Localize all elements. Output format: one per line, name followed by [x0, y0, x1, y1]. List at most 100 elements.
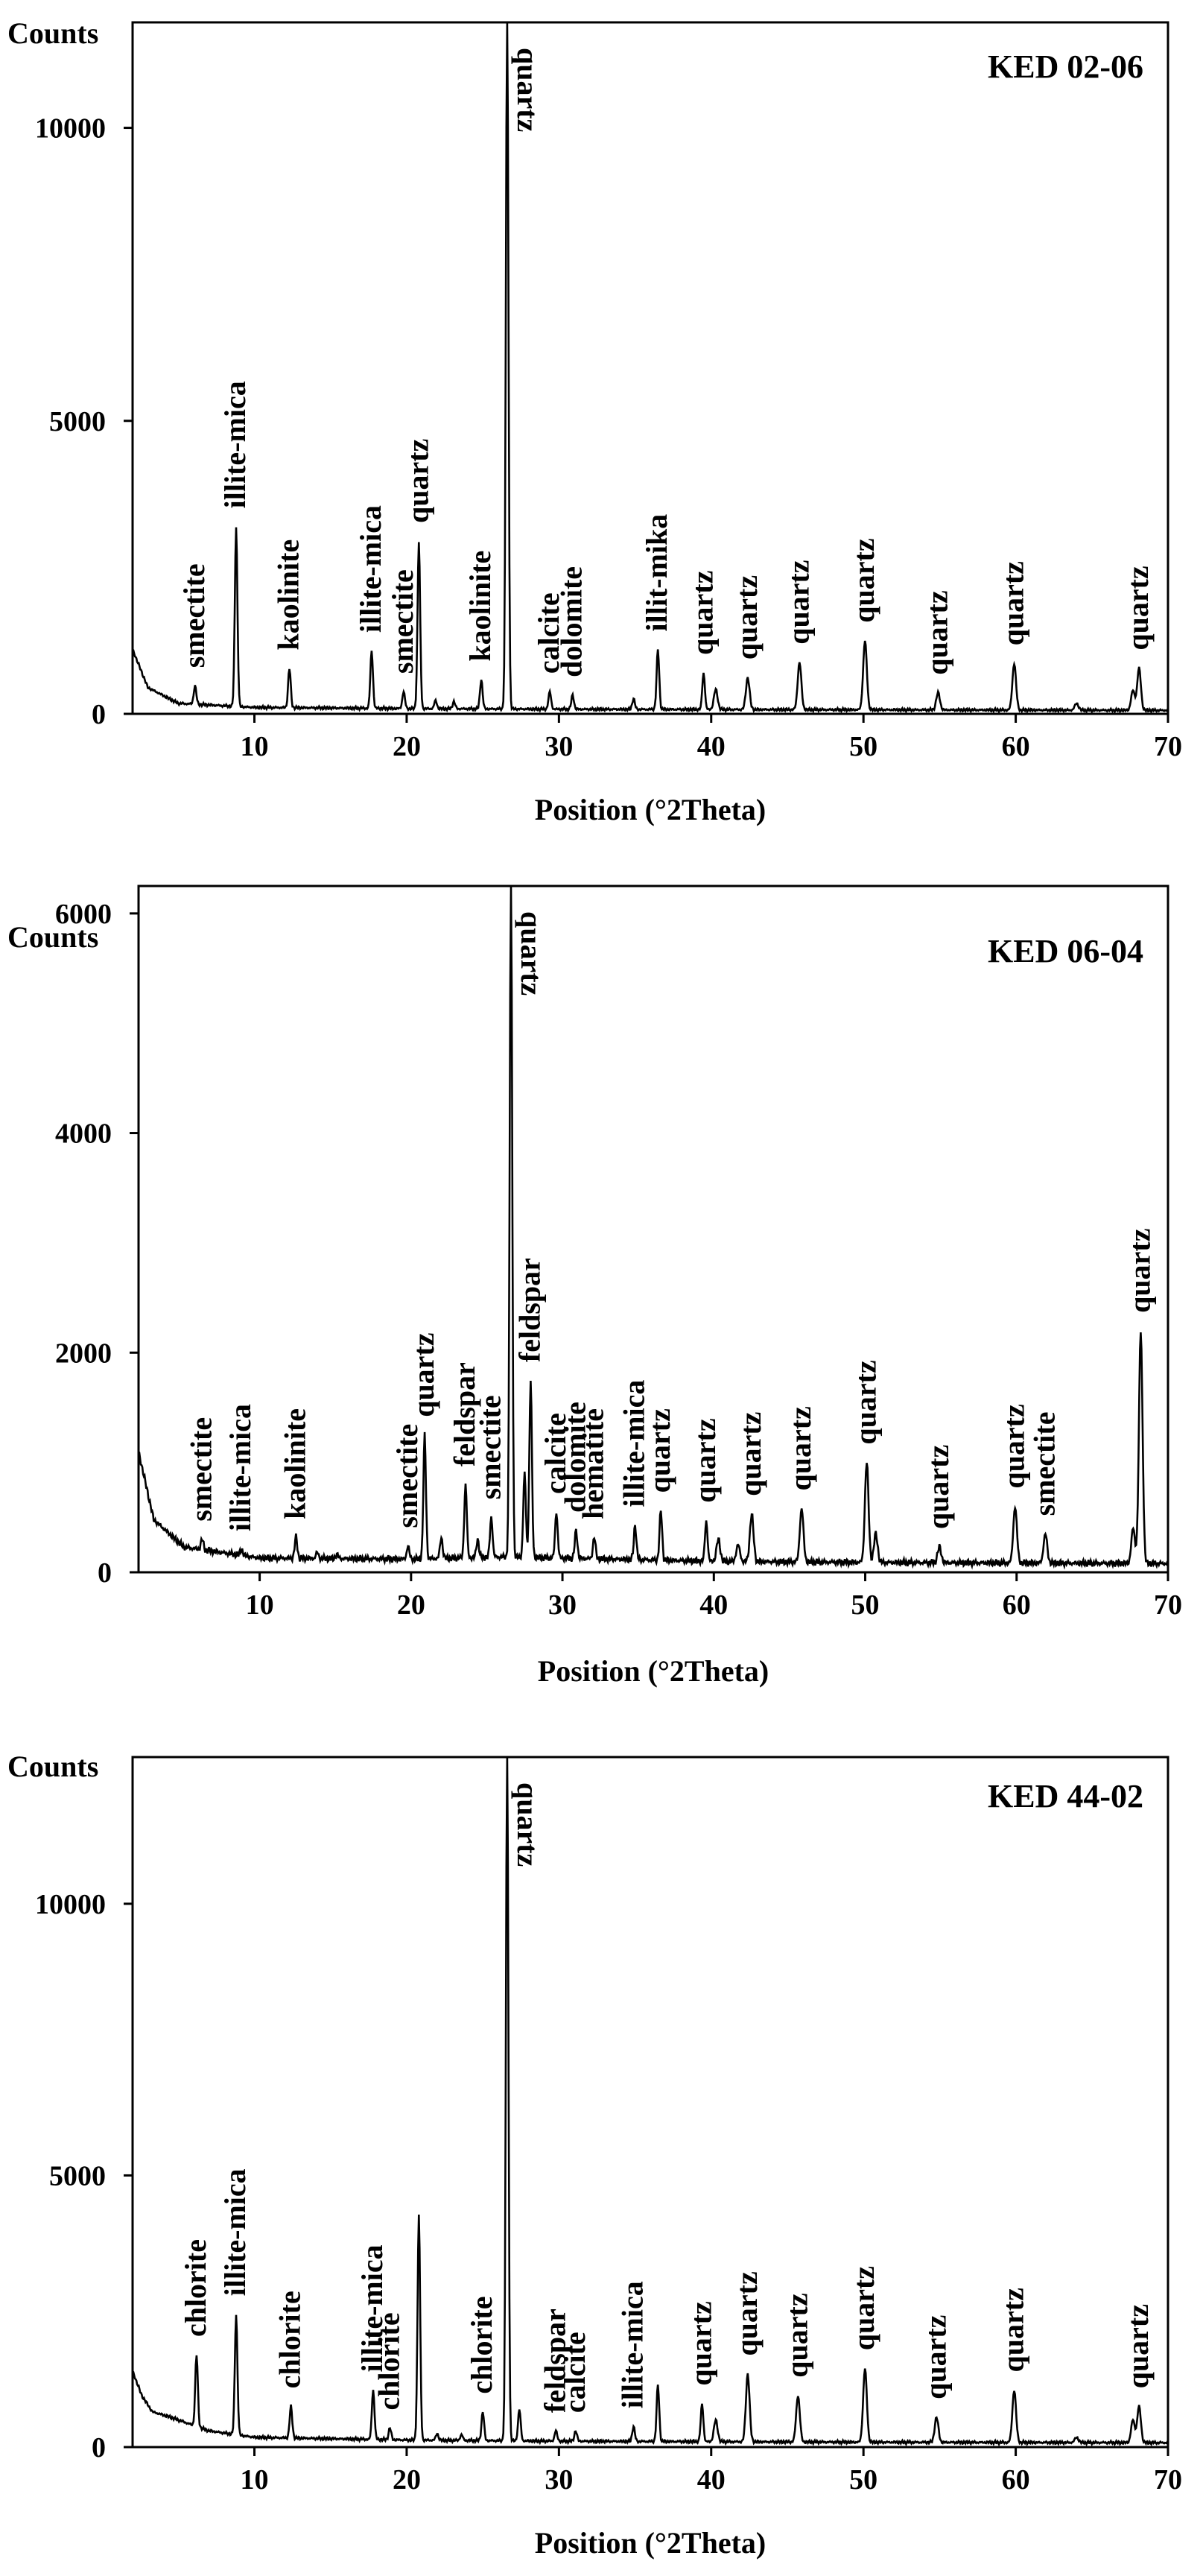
peak-label: quartz [784, 1406, 817, 1490]
peak-label: smectite [184, 1417, 218, 1522]
peak-label: chlorite [179, 2239, 212, 2337]
peak-label: smectite [386, 569, 419, 674]
peak-label: feldspar [538, 2308, 571, 2413]
peak-label: illite-mica [354, 505, 387, 633]
peak-label: kaolinite [463, 551, 497, 662]
y-tick-label: 6000 [55, 899, 112, 930]
x-tick-label: 70 [1154, 2464, 1182, 2496]
x-tick-label: 30 [548, 1589, 577, 1621]
x-tick-label: 10 [246, 1589, 274, 1621]
y-axis-label: Counts [7, 16, 98, 50]
y-tick-label: 0 [92, 699, 106, 730]
peak-label: quartz [730, 575, 764, 659]
x-tick-label: 20 [397, 1589, 425, 1621]
peak-label: quartz [401, 439, 434, 523]
peak-label: chlorite [372, 2312, 405, 2410]
peak-label: illite-mica [355, 2244, 389, 2372]
x-axis-label: Position (°2Theta) [535, 2526, 766, 2560]
peak-label: quartz [920, 590, 953, 674]
peak-label: quartz [1123, 1228, 1156, 1312]
x-tick-label: 40 [697, 731, 726, 762]
x-tick-label: 30 [545, 731, 573, 762]
x-tick-label: 60 [1002, 2464, 1030, 2496]
x-tick-label: 20 [393, 731, 421, 762]
y-tick-label: 5000 [49, 2160, 106, 2192]
peak-label: illite-mica [218, 381, 252, 508]
y-axis-label: Counts [7, 1750, 98, 1783]
peak-label: quartz [997, 2288, 1030, 2372]
x-tick-label: 30 [545, 2464, 573, 2496]
peak-label: quartz [997, 561, 1030, 645]
peak-label: quartz [849, 1360, 883, 1444]
peak-label: quartz [643, 1408, 676, 1493]
peak-label: quartz [921, 1445, 955, 1529]
peak-label: calcite [558, 2332, 591, 2413]
peak-label: quartz [688, 1418, 722, 1502]
peak-label: illite-mica [218, 2168, 252, 2296]
x-tick-label: 20 [393, 2464, 421, 2496]
peak-label: dolomite [558, 1402, 591, 1513]
peak-label: quartz [685, 2301, 718, 2385]
plot-frame [131, 21, 1169, 715]
peak-label: illit-mika [640, 514, 673, 632]
peak-label: dolomite [555, 566, 588, 677]
peak-label: quartz [781, 560, 815, 644]
x-tick-label: 70 [1154, 731, 1182, 762]
x-tick-label: 10 [241, 731, 269, 762]
x-tick-label: 40 [699, 1589, 728, 1621]
peak-label: chlorite [465, 2297, 498, 2394]
x-tick-label: 50 [849, 2464, 877, 2496]
x-tick-label: 60 [1003, 1589, 1031, 1621]
peak-label: quartz [734, 1412, 767, 1496]
x-axis-label: Position (°2Theta) [535, 793, 766, 826]
peak-label: quartz [1121, 566, 1155, 650]
xrd-panel-3: 10 20 30 40 50 60 70 0 5000 10000 Counts Position (… [7, 1750, 1182, 2560]
peak-label: quartz [515, 911, 548, 996]
xrd-panel-1: 10 20 30 40 50 60 70 0 5000 10000 Counts Position (… [7, 16, 1182, 826]
peak-label: quartz [1121, 2304, 1155, 2388]
peak-label: chlorite [273, 2291, 307, 2388]
peak-label: smectite [474, 1395, 507, 1499]
diffractogram-trace [133, 22, 1168, 714]
peak-label: illite-mica [618, 1380, 651, 1507]
x-tick-label: 50 [849, 731, 877, 762]
peak-label: kaolinite [272, 539, 305, 651]
x-tick-label: 10 [241, 2464, 269, 2496]
sample-id: KED 02-06 [988, 48, 1143, 85]
diffractogram-trace [133, 1757, 1168, 2447]
x-tick-label: 70 [1154, 1589, 1182, 1621]
peak-label: quartz [511, 48, 545, 132]
x-tick-label: 40 [697, 2464, 726, 2496]
peak-label: feldspar [448, 1362, 481, 1466]
peak-label: quartz [730, 2271, 764, 2355]
y-tick-label: 0 [92, 2432, 106, 2463]
peak-label: illite-mica [616, 2281, 650, 2408]
sample-id: KED 44-02 [988, 1778, 1143, 1814]
sample-id: KED 06-04 [988, 933, 1143, 969]
x-tick-label: 60 [1002, 731, 1030, 762]
diffractogram-trace [139, 886, 1168, 1570]
y-tick-label: 10000 [35, 1889, 106, 1920]
peak-label: feldspar [512, 1258, 546, 1362]
peak-label: smectite [177, 563, 211, 668]
y-tick-label: 0 [98, 1557, 112, 1589]
peak-label: quartz [997, 1404, 1031, 1488]
peak-label: kaolinite [278, 1408, 311, 1519]
x-tick-label: 50 [851, 1589, 880, 1621]
peak-label: quartz [780, 2293, 813, 2377]
peak-label: smectite [1027, 1412, 1061, 1516]
peak-label: quartz [847, 2266, 880, 2350]
peak-label: quartz [686, 571, 720, 655]
peak-label: smectite [390, 1424, 424, 1528]
peak-label: quartz [918, 2315, 952, 2399]
y-tick-label: 2000 [55, 1338, 112, 1369]
y-axis-label: Counts [7, 920, 98, 954]
y-tick-label: 4000 [55, 1118, 112, 1150]
peak-label: calcite [532, 592, 565, 674]
peak-label: quartz [407, 1332, 440, 1417]
peak-label: calcite [539, 1413, 572, 1494]
peak-label: illite-mica [223, 1404, 257, 1531]
